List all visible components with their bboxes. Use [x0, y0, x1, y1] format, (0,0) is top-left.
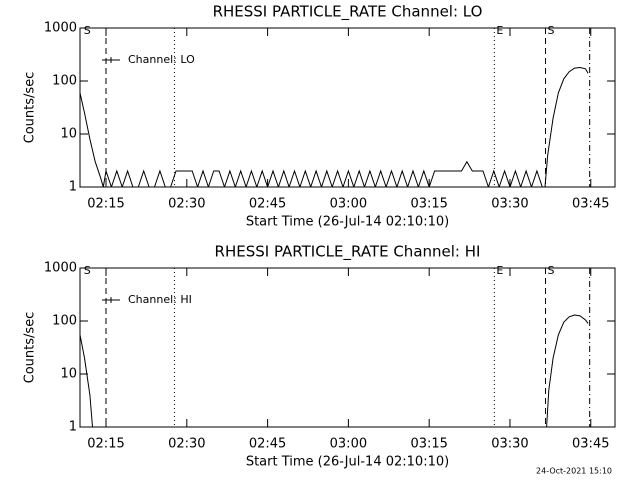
y-tick-label: 1	[69, 420, 77, 435]
y-tick-label: 100	[52, 74, 77, 89]
x-tick-label: 03:15	[410, 437, 447, 452]
series-line	[80, 314, 589, 427]
x-tick-label: 03:30	[491, 437, 528, 452]
marker-label: S	[548, 24, 555, 37]
marker-label: S	[84, 24, 91, 37]
x-tick-label: 03:00	[330, 437, 367, 452]
x-tick-label: 03:45	[572, 437, 609, 452]
y-tick-label: 10	[60, 127, 77, 142]
y-tick-label: 100	[52, 314, 77, 329]
plot-frame	[79, 267, 616, 428]
plot-frame	[79, 27, 616, 188]
x-tick-label: 03:00	[330, 197, 367, 212]
y-axis-label: Counts/sec	[23, 312, 38, 384]
x-tick-label: 02:45	[249, 437, 286, 452]
x-tick-label: 02:30	[168, 197, 205, 212]
marker-label: S	[84, 264, 91, 277]
legend-label: Channel: LO	[128, 53, 195, 66]
footer: 24-Oct-2021 15:10	[536, 467, 612, 476]
chart-title: RHESSI PARTICLE_RATE Channel: HI	[215, 243, 481, 262]
legend-label: Channel: HI	[128, 293, 192, 306]
x-tick-label: 02:30	[168, 437, 205, 452]
x-axis-label: Start Time (26-Jul-14 02:10:10)	[246, 215, 449, 230]
x-tick-label: 03:15	[410, 197, 447, 212]
x-tick-label: 02:15	[87, 437, 124, 452]
series-line	[80, 66, 589, 187]
x-axis-label: Start Time (26-Jul-14 02:10:10)	[246, 455, 449, 470]
y-tick-label: 1000	[44, 261, 77, 276]
y-tick-label: 1000	[44, 21, 77, 36]
chart-title: RHESSI PARTICLE_RATE Channel: LO	[213, 3, 483, 22]
y-tick-label: 1	[69, 180, 77, 195]
marker-label: S	[548, 264, 555, 277]
marker-label: E	[496, 24, 503, 37]
y-tick-label: 10	[60, 367, 77, 382]
marker-label: E	[496, 264, 503, 277]
x-tick-label: 02:45	[249, 197, 286, 212]
x-tick-label: 03:45	[572, 197, 609, 212]
x-tick-label: 03:30	[491, 197, 528, 212]
y-axis-label: Counts/sec	[23, 72, 38, 144]
x-tick-label: 02:15	[87, 197, 124, 212]
